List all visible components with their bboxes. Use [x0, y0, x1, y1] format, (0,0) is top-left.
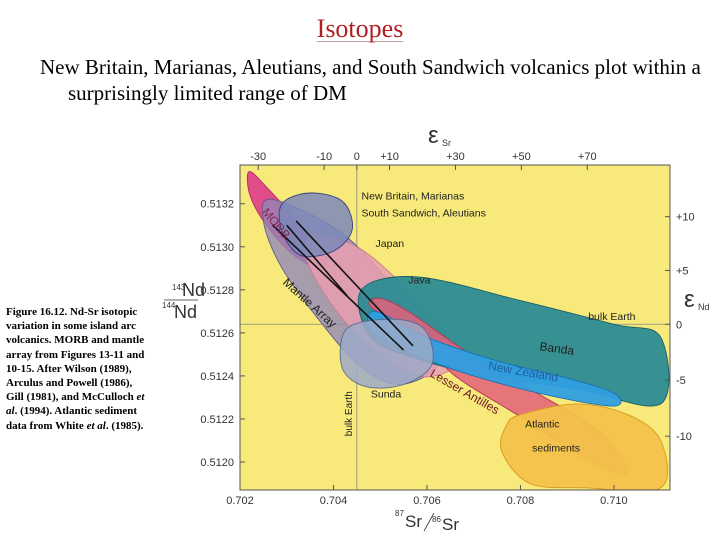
field-label-bulk-earth-h: bulk Earth [588, 311, 635, 323]
caption-text-1: Figure 16.12. Nd-Sr isotopic variation i… [6, 306, 145, 404]
y-label-num-mass: 143 [172, 283, 186, 292]
trend-line [272, 224, 405, 351]
x-label-num-mass: 87 [395, 509, 404, 518]
x-label-num-element: Sr [405, 512, 422, 531]
caption-text-2: . (1994). Atlantic sediment data from Wh… [6, 405, 138, 432]
right-tick-label: 0 [676, 319, 682, 331]
x-label-den-mass: 86 [432, 515, 441, 524]
field-label-new-britain-2: South Sandwich, Aleutians [362, 208, 486, 220]
right-tick-label: -5 [676, 375, 686, 387]
x-tick-label: 0.706 [413, 495, 441, 507]
top-tick-label: +70 [578, 151, 597, 163]
y-tick-label: 0.5130 [200, 242, 234, 254]
field-label-new-britain: New Britain, Marianas [362, 190, 465, 202]
bulk-earth-vertical-label: bulk Earth [344, 391, 355, 436]
field-label-atlantic-sediments: Atlantic [525, 419, 559, 431]
trend-line [295, 220, 414, 347]
top-tick-label: -10 [316, 151, 332, 163]
right-label-epsilon: ε [684, 286, 695, 313]
x-label-den-element: Sr [442, 515, 459, 534]
y-tick-label: 0.5120 [200, 457, 234, 469]
right-tick-label: +10 [676, 212, 695, 224]
y-axis-label: 143 Nd 144 Nd [162, 280, 205, 322]
x-axis-label: 87 Sr 86 Sr [395, 509, 459, 534]
right-tick-label: -10 [676, 431, 692, 443]
top-axis-label: ε Sr [428, 122, 451, 149]
y-tick-label: 0.5128 [200, 285, 234, 297]
y-tick-label: 0.5122 [200, 414, 234, 426]
field-sunda [339, 318, 434, 389]
right-tick-label: +5 [676, 265, 689, 277]
right-axis-label: ε Nd [684, 286, 710, 313]
top-label-subscript: Sr [442, 138, 451, 148]
y-label-den-mass: 144 [162, 301, 176, 310]
field-label-japan: Japan [376, 238, 405, 250]
field-label-banda: Banda [539, 339, 576, 358]
x-tick-label: 0.702 [226, 495, 254, 507]
top-tick-label: -30 [250, 151, 266, 163]
y-label-num-element: Nd [182, 280, 205, 300]
slide-subtitle: New Britain, Marianas, Aleutians, and So… [40, 55, 701, 105]
top-tick-label: +50 [512, 151, 531, 163]
top-label-epsilon: ε [428, 122, 439, 149]
field-label-sunda: Sunda [371, 388, 402, 400]
field-atlantic-sediments [499, 403, 669, 490]
x-tick-label: 0.704 [320, 495, 348, 507]
caption-italic-2: et al [86, 419, 106, 432]
x-label-fraction-slash [423, 512, 435, 532]
figure-caption: Figure 16.12. Nd-Sr isotopic variation i… [6, 305, 148, 433]
top-tick-label: +30 [446, 151, 465, 163]
top-tick-label: +10 [380, 151, 399, 163]
field-label-java: Java [408, 274, 430, 286]
field-new-britain [278, 192, 353, 258]
trend-line [286, 224, 349, 297]
x-tick-label: 0.708 [507, 495, 535, 507]
field-label-atlantic-sediments-2: sediments [532, 442, 580, 454]
y-label-den-element: Nd [174, 302, 197, 322]
caption-italic-1: et al [6, 391, 145, 418]
top-tick-label: 0 [354, 151, 360, 163]
y-tick-label: 0.5126 [200, 328, 234, 340]
y-tick-label: 0.5124 [200, 371, 234, 383]
caption-text-3: . (1985). [105, 419, 144, 432]
right-label-subscript: Nd [698, 302, 710, 312]
x-tick-label: 0.710 [600, 495, 628, 507]
slide-title: Isotopes [316, 14, 404, 43]
y-tick-label: 0.5132 [200, 199, 234, 211]
